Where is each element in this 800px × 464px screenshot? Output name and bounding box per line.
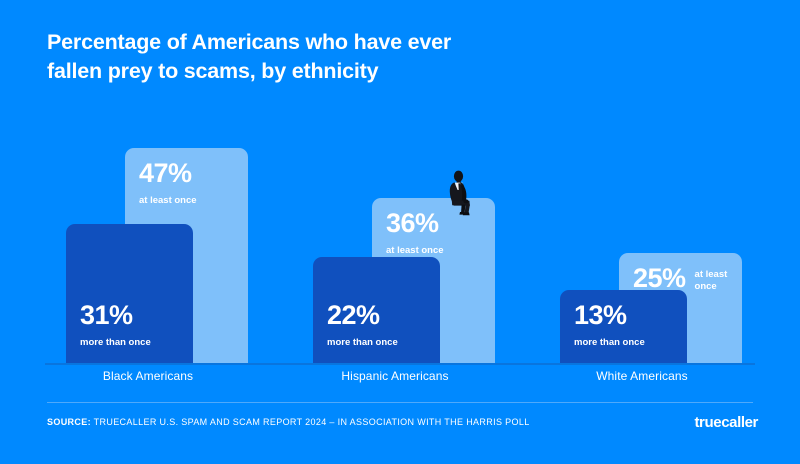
source-text: TRUECALLER U.S. SPAM AND SCAM REPORT 202… bbox=[93, 417, 530, 427]
bar-value: 47% bbox=[139, 158, 192, 188]
bar-sublabel: at least once bbox=[139, 195, 197, 206]
bar-value: 13% bbox=[574, 300, 627, 331]
bar-label-more-than-once-black: 31% more than once bbox=[80, 302, 151, 349]
bar-more-than-once-hispanic: 22% more than once bbox=[313, 257, 440, 363]
bar-label-more-than-once-white: 13% more than once bbox=[574, 302, 645, 349]
bar-sublabel: more than once bbox=[327, 337, 398, 349]
chart-title: Percentage of Americans who have ever fa… bbox=[47, 30, 452, 83]
bar-sublabel: more than once bbox=[574, 337, 645, 349]
bar-label-at-least-once-white: 25% at least once bbox=[633, 265, 727, 293]
bar-value: 25% bbox=[633, 263, 686, 293]
bar-group-white-americans: 25% at least once 13% more than once Whi… bbox=[542, 0, 742, 464]
bar-more-than-once-black: 31% more than once bbox=[66, 224, 193, 363]
category-label-black-americans: Black Americans bbox=[102, 369, 194, 383]
bar-sublabel: at least once bbox=[694, 269, 728, 292]
source-label: SOURCE: bbox=[47, 417, 91, 427]
seated-person-icon bbox=[443, 170, 481, 216]
footer-divider bbox=[47, 402, 753, 403]
source-note: SOURCE: TRUECALLER U.S. SPAM AND SCAM RE… bbox=[47, 417, 530, 427]
category-label-hispanic-americans: Hispanic Americans bbox=[341, 369, 449, 383]
bar-value: 36% bbox=[386, 208, 439, 238]
truecaller-logo: truecaller bbox=[694, 414, 758, 431]
bar-sublabel: at least once bbox=[386, 245, 444, 256]
bar-group-hispanic-americans: 36% at least once 22% more than once His… bbox=[295, 0, 495, 464]
bar-group-black-americans: 47% at least once 31% more than once Bla… bbox=[48, 0, 248, 464]
bar-label-more-than-once-hispanic: 22% more than once bbox=[327, 302, 398, 349]
bar-label-at-least-once-black: 47% at least once bbox=[139, 160, 197, 207]
bar-value: 31% bbox=[80, 300, 133, 331]
bar-label-at-least-once-hispanic: 36% at least once bbox=[386, 210, 444, 257]
bar-more-than-once-white: 13% more than once bbox=[560, 290, 687, 363]
category-label-white-americans: White Americans bbox=[596, 369, 688, 383]
bar-value: 22% bbox=[327, 300, 380, 331]
chart-baseline bbox=[45, 363, 755, 365]
bar-sublabel: more than once bbox=[80, 337, 151, 349]
